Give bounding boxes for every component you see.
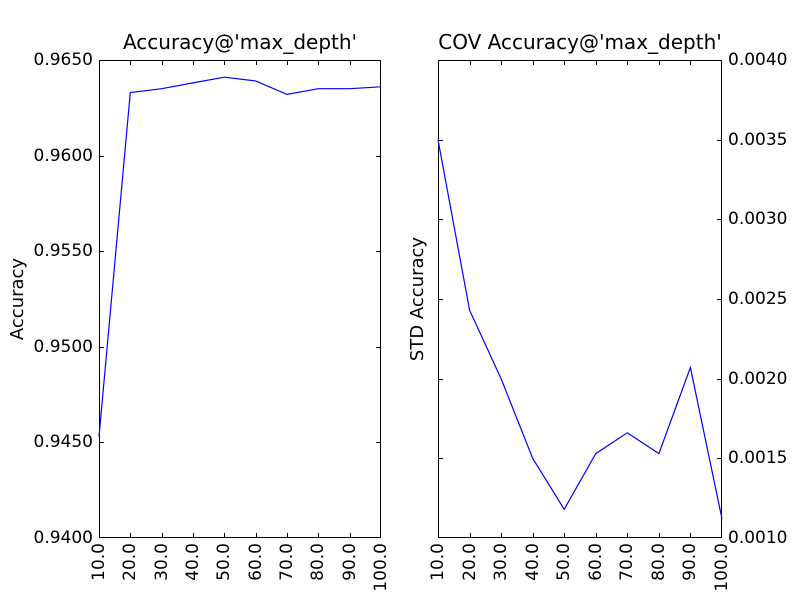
x-tick-label: 80.0 — [308, 543, 329, 581]
x-tick-label: 40.0 — [522, 543, 543, 581]
y-tick-label: 0.9650 — [33, 50, 93, 70]
x-tick-label: 10.0 — [89, 543, 109, 581]
accuracy-line — [98, 76, 382, 437]
x-tick-label: 90.0 — [339, 543, 360, 581]
y-tick-label: 0.0025 — [728, 289, 788, 309]
y-tick-label: 0.9450 — [33, 432, 93, 453]
y-tick-label: 0.0030 — [728, 209, 788, 230]
x-tick-label: 90.0 — [680, 543, 701, 581]
std-accuracy-line — [437, 139, 723, 520]
y-tick-label: 0.0040 — [728, 50, 788, 70]
x-tick-label: 70.0 — [277, 543, 297, 581]
x-tick-label: 20.0 — [120, 543, 141, 581]
y-tick-label: 0.9600 — [33, 145, 93, 166]
y-tick-label: 0.0010 — [728, 528, 788, 548]
x-tick-label: 10.0 — [428, 543, 448, 581]
y-tick-label: 0.9500 — [33, 336, 93, 357]
x-tick-label: 70.0 — [617, 543, 638, 581]
x-tick-label: 50.0 — [214, 543, 235, 581]
y-tick-label: 0.9550 — [33, 241, 93, 262]
x-tick-label: 40.0 — [183, 543, 203, 581]
right-subplot-title: COV Accuracy@'max_depth' — [438, 30, 722, 54]
x-tick-label: 30.0 — [491, 543, 512, 581]
y-tick-label: 0.9400 — [33, 528, 93, 548]
x-tick-label: 30.0 — [151, 543, 172, 581]
y-tick-label: 0.0020 — [728, 368, 788, 389]
left-plot-area — [98, 60, 382, 538]
x-tick-label: 60.0 — [245, 543, 266, 581]
x-tick-label: 50.0 — [554, 543, 575, 581]
axes-frame — [438, 60, 722, 538]
left-subplot-ylabel: Accuracy — [7, 257, 28, 341]
x-tick-label: 100.0 — [371, 543, 391, 592]
x-tick-label: 60.0 — [585, 543, 606, 581]
x-tick-label: 20.0 — [459, 543, 480, 581]
x-tick-label: 80.0 — [648, 543, 669, 581]
y-tick-label: 0.0015 — [728, 448, 788, 469]
axes-frame — [99, 60, 381, 538]
right-subplot-ylabel: STD Accuracy — [407, 236, 428, 362]
left-subplot-title: Accuracy@'max_depth' — [122, 30, 358, 54]
x-tick-label: 100.0 — [712, 543, 732, 592]
right-plot-area — [437, 60, 723, 538]
y-tick-label: 0.0035 — [728, 129, 788, 150]
